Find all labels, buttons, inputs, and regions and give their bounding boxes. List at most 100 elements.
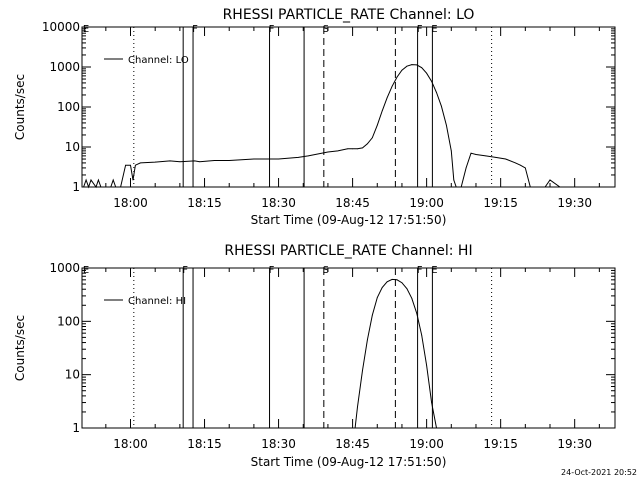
edge-marker-label: E — [83, 265, 89, 276]
series-line — [83, 64, 565, 189]
data-point — [100, 186, 102, 188]
event-marker-label: F — [192, 24, 198, 35]
x-tick-label: 19:30 — [557, 196, 592, 210]
data-point — [396, 76, 398, 78]
data-point — [357, 406, 358, 408]
event-marker-label: F — [269, 265, 275, 276]
x-tick-label: 19:00 — [409, 437, 444, 451]
x-tick-label: 19:15 — [483, 437, 518, 451]
data-point — [381, 287, 383, 288]
data-point — [391, 85, 393, 87]
series-line — [354, 278, 437, 429]
data-point — [297, 156, 299, 158]
x-axis-label: Start Time (09-Aug-12 17:51:50) — [251, 455, 447, 469]
x-tick-label: 18:45 — [335, 437, 370, 451]
data-point — [169, 160, 171, 162]
event-marker-label: F — [182, 265, 188, 276]
y-tick-label: 10 — [65, 368, 80, 382]
x-tick-label: 19:30 — [557, 437, 592, 451]
data-point — [460, 186, 462, 188]
data-point — [441, 105, 442, 107]
data-point — [139, 162, 141, 164]
data-point — [381, 110, 383, 112]
data-point — [194, 160, 196, 162]
data-point — [450, 150, 452, 152]
data-point — [125, 164, 126, 166]
data-point — [115, 186, 117, 188]
data-point — [199, 161, 201, 163]
data-point — [426, 364, 428, 366]
x-tick-label: 18:15 — [187, 437, 222, 451]
x-axis-label: Start Time (09-Aug-12 17:51:50) — [251, 213, 447, 227]
x-tick-label: 19:15 — [483, 196, 518, 210]
data-point — [214, 160, 215, 161]
data-point — [431, 402, 432, 403]
data-point — [371, 314, 373, 316]
data-point — [132, 179, 134, 181]
data-point — [391, 279, 393, 280]
data-point — [559, 186, 561, 188]
plot-frame — [81, 26, 616, 188]
event-marker-label: F — [417, 24, 423, 35]
data-point — [95, 186, 97, 188]
data-point — [357, 148, 358, 150]
data-point — [110, 186, 112, 188]
data-point — [327, 151, 329, 153]
data-point — [485, 155, 487, 157]
event-marker-label: E — [431, 24, 437, 35]
edge-marker-label: E — [83, 24, 89, 35]
data-point — [406, 65, 408, 67]
data-point — [529, 186, 531, 188]
data-point — [549, 179, 551, 181]
data-point — [386, 281, 388, 283]
data-point — [85, 179, 87, 181]
data-point — [470, 152, 472, 154]
x-tick-label: 18:00 — [113, 196, 148, 210]
y-tick-label: 10 — [65, 140, 80, 154]
timestamp: 24-Oct-2021 20:52 — [561, 468, 637, 477]
data-point — [130, 164, 131, 166]
data-point — [352, 148, 353, 150]
data-point — [354, 427, 356, 429]
data-point — [376, 297, 378, 298]
data-point — [135, 164, 136, 166]
x-tick-label: 18:15 — [187, 196, 222, 210]
data-point — [455, 186, 457, 188]
data-point — [416, 313, 418, 314]
data-point — [544, 186, 546, 188]
y-axis-label: Counts/sec — [13, 315, 27, 381]
data-point — [371, 137, 373, 139]
data-point — [362, 147, 363, 149]
data-point — [519, 164, 521, 166]
data-point — [376, 124, 378, 126]
data-point — [515, 162, 516, 164]
data-point — [436, 427, 437, 429]
data-point — [431, 80, 432, 82]
x-tick-label: 18:00 — [113, 437, 148, 451]
data-point — [421, 67, 423, 69]
data-point — [362, 370, 363, 371]
data-point — [564, 186, 566, 188]
data-point — [396, 279, 398, 281]
data-point — [253, 158, 255, 160]
data-point — [426, 72, 428, 74]
y-tick-label: 1 — [72, 180, 80, 194]
y-tick-label: 10000 — [42, 20, 80, 34]
data-point — [367, 143, 368, 145]
event-marker-label: E — [431, 265, 437, 276]
y-tick-label: 100 — [57, 314, 80, 328]
data-point — [524, 167, 526, 169]
y-tick-label: 1000 — [49, 60, 80, 74]
data-point — [401, 282, 403, 284]
y-tick-label: 100 — [57, 100, 80, 114]
data-point — [475, 154, 477, 155]
data-point — [401, 69, 403, 71]
y-tick-label: 1 — [72, 421, 80, 435]
data-point — [98, 179, 99, 181]
chart-title: RHESSI PARTICLE_RATE Channel: LO — [223, 7, 475, 23]
x-tick-label: 18:30 — [261, 437, 296, 451]
chart-title: RHESSI PARTICLE_RATE Channel: HI — [224, 243, 472, 259]
data-point — [505, 158, 506, 160]
data-point — [386, 97, 388, 99]
